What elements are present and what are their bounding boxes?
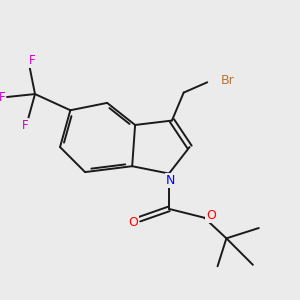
Text: O: O: [128, 216, 138, 229]
Text: F: F: [0, 91, 5, 103]
Text: F: F: [21, 119, 28, 132]
Text: F: F: [29, 54, 35, 67]
Text: N: N: [166, 173, 176, 187]
Text: Br: Br: [220, 74, 234, 87]
Text: O: O: [206, 209, 216, 222]
